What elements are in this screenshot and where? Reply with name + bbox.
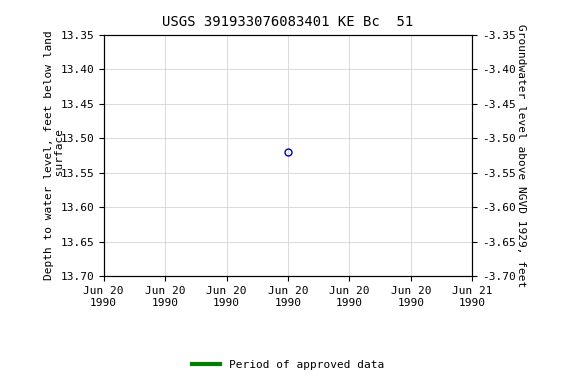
Title: USGS 391933076083401 KE Bc  51: USGS 391933076083401 KE Bc 51 xyxy=(162,15,414,29)
Y-axis label: Groundwater level above NGVD 1929, feet: Groundwater level above NGVD 1929, feet xyxy=(516,24,526,287)
Y-axis label: Depth to water level, feet below land
 surface: Depth to water level, feet below land su… xyxy=(44,31,66,280)
Legend: Period of approved data: Period of approved data xyxy=(188,356,388,375)
